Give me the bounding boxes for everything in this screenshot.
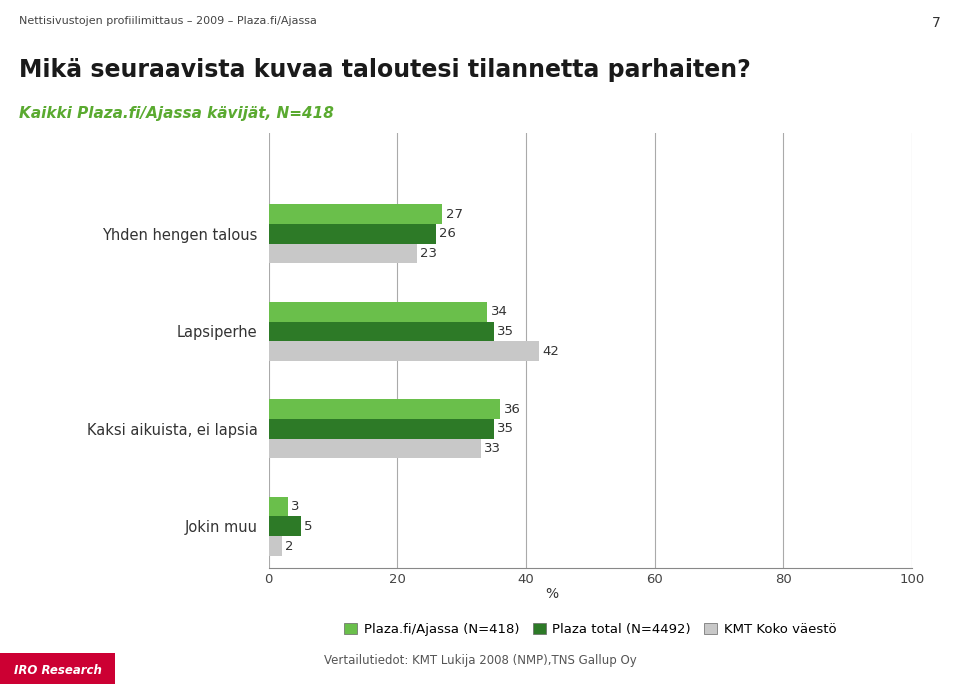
Text: Kaikki Plaza.fi/Ajassa kävijät, N=418: Kaikki Plaza.fi/Ajassa kävijät, N=418 bbox=[19, 106, 334, 121]
Bar bbox=[269, 536, 281, 556]
Bar bbox=[269, 341, 539, 361]
Bar bbox=[269, 205, 443, 224]
Legend: Plaza.fi/Ajassa (N=418), Plaza total (N=4492), KMT Koko väestö: Plaza.fi/Ajassa (N=418), Plaza total (N=… bbox=[339, 618, 842, 642]
Text: 5: 5 bbox=[304, 520, 313, 533]
Bar bbox=[269, 244, 417, 263]
Text: Nettisivustojen profiilimittaus – 2009 – Plaza.fi/Ajassa: Nettisivustojen profiilimittaus – 2009 –… bbox=[19, 16, 317, 26]
Bar bbox=[269, 399, 500, 419]
Bar bbox=[269, 302, 488, 321]
Text: 27: 27 bbox=[445, 208, 463, 221]
Text: 7: 7 bbox=[932, 16, 941, 29]
Bar bbox=[269, 497, 288, 516]
Text: %: % bbox=[545, 588, 559, 601]
Text: 2: 2 bbox=[285, 540, 294, 553]
Bar bbox=[269, 419, 493, 438]
Text: Mikä seuraavista kuvaa taloutesi tilannetta parhaiten?: Mikä seuraavista kuvaa taloutesi tilanne… bbox=[19, 58, 751, 82]
Text: 42: 42 bbox=[542, 345, 559, 358]
Text: 3: 3 bbox=[291, 500, 300, 513]
Text: 26: 26 bbox=[440, 227, 456, 240]
Text: 35: 35 bbox=[497, 422, 515, 435]
Bar bbox=[269, 321, 493, 341]
Text: Vertailutiedot: KMT Lukija 2008 (NMP),TNS Gallup Oy: Vertailutiedot: KMT Lukija 2008 (NMP),TN… bbox=[324, 654, 636, 667]
Text: 35: 35 bbox=[497, 325, 515, 338]
Text: 36: 36 bbox=[504, 403, 520, 416]
Text: IRO Research: IRO Research bbox=[13, 663, 102, 676]
Bar bbox=[269, 516, 301, 536]
Bar bbox=[269, 224, 436, 244]
Bar bbox=[269, 438, 481, 458]
Text: 23: 23 bbox=[420, 247, 437, 260]
Text: 34: 34 bbox=[491, 305, 508, 318]
Text: 33: 33 bbox=[484, 442, 501, 455]
